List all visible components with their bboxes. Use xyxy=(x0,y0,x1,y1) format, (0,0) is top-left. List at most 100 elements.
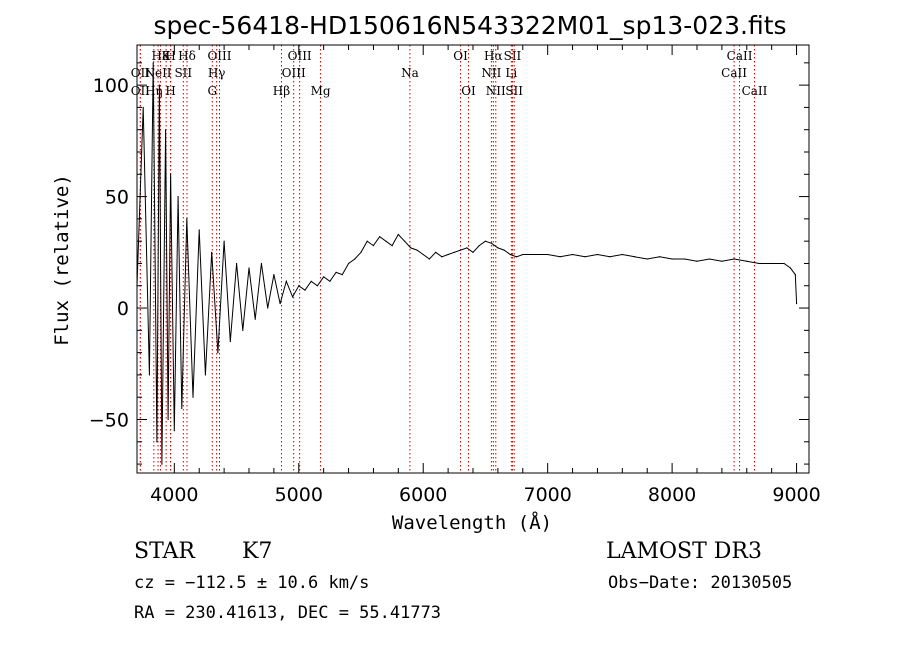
data-point xyxy=(235,262,238,265)
data-point xyxy=(260,262,263,265)
data-point xyxy=(609,256,611,258)
data-point xyxy=(515,256,518,258)
x-tick-label: 6000 xyxy=(399,484,447,506)
spectral-line-label: CaII xyxy=(742,84,768,98)
data-point xyxy=(584,256,586,258)
spectral-line-label: H8 xyxy=(151,49,169,63)
data-point xyxy=(397,233,399,236)
data-point xyxy=(410,247,412,249)
data-point xyxy=(223,240,225,242)
data-point xyxy=(198,229,200,231)
data-point xyxy=(646,258,648,260)
redshift-velocity: cz = −112.5 ± 10.6 km/s xyxy=(134,573,370,593)
data-point xyxy=(273,274,275,276)
data-point xyxy=(708,258,711,260)
data-point xyxy=(161,463,163,465)
data-point xyxy=(156,441,158,443)
y-tick-label: 0 xyxy=(117,298,129,320)
data-point xyxy=(559,256,561,258)
data-point xyxy=(192,396,194,398)
data-point xyxy=(181,407,183,409)
data-point xyxy=(696,260,698,262)
data-point xyxy=(497,247,499,249)
data-point xyxy=(142,106,144,109)
spectral-line-label: Hδ xyxy=(178,49,196,63)
data-point xyxy=(360,251,362,253)
data-point xyxy=(167,418,169,421)
data-point xyxy=(794,274,796,276)
spectral-line-label: SII xyxy=(174,66,192,80)
data-point xyxy=(783,262,785,265)
data-point xyxy=(204,374,207,376)
series-layer xyxy=(136,62,798,465)
data-point xyxy=(789,267,791,269)
data-point xyxy=(242,329,244,331)
series-line xyxy=(136,62,798,465)
chart-title: spec-56418-HD150616N543322M01_sp13-023.f… xyxy=(153,11,786,40)
data-point xyxy=(634,256,636,258)
spectral-line-label: OII xyxy=(131,84,151,98)
spectral-line-label: Na xyxy=(401,66,419,80)
data-point xyxy=(211,251,213,253)
y-tick-label: 50 xyxy=(105,187,129,209)
x-tick-label: 7000 xyxy=(523,484,571,506)
data-point xyxy=(285,280,287,282)
data-point xyxy=(721,260,723,262)
data-point xyxy=(503,249,505,251)
data-point xyxy=(347,262,350,265)
data-point xyxy=(571,253,574,256)
data-point xyxy=(323,276,325,278)
data-point xyxy=(291,296,294,298)
spectral-subclass: K7 xyxy=(242,539,273,564)
data-point xyxy=(441,256,443,258)
data-point xyxy=(304,289,306,291)
data-point xyxy=(165,129,167,131)
spectral-line-label: CaII xyxy=(721,66,747,80)
data-point xyxy=(329,280,331,282)
data-point xyxy=(403,240,406,242)
data-point xyxy=(379,236,381,238)
spectral-line-label: SII xyxy=(505,84,523,98)
data-point xyxy=(385,240,387,242)
x-tick-label: 4000 xyxy=(150,484,198,506)
spectral-line-label: OIII xyxy=(282,66,306,80)
spectral-line-label: OI xyxy=(461,84,476,98)
data-point xyxy=(453,251,455,253)
spectral-line-label: Hβ xyxy=(273,84,290,98)
data-point xyxy=(316,285,319,287)
data-point xyxy=(267,307,269,309)
coordinates: RA = 230.41613, DEC = 55.41773 xyxy=(134,603,442,623)
spectral-line-label: H xyxy=(165,84,175,98)
spectral-line-label: Li xyxy=(505,66,517,80)
data-point xyxy=(683,258,686,260)
spectral-line-label: OI xyxy=(453,49,468,63)
data-point xyxy=(254,318,256,320)
data-point xyxy=(335,271,337,273)
axis-ticks: 4000 5000 6000 7000 8000 9000 −50 0 50 100 xyxy=(89,45,821,506)
spectral-line-label: Mg xyxy=(311,84,331,98)
data-point xyxy=(217,352,219,354)
data-point xyxy=(478,245,480,247)
data-point xyxy=(372,245,375,247)
spectral-line-label: NeII xyxy=(144,66,171,80)
data-point xyxy=(534,253,536,256)
data-point xyxy=(771,262,773,265)
spectrum-chart: spec-56418-HD150616N543322M01_sp13-023.f… xyxy=(51,11,821,534)
data-point xyxy=(148,374,151,376)
data-point xyxy=(733,258,735,260)
spectral-line-label: NII xyxy=(486,84,506,98)
spectral-line-label: H xyxy=(165,49,175,63)
spectral-line-label: G xyxy=(207,84,217,98)
data-point xyxy=(173,430,175,432)
x-tick-label: 8000 xyxy=(648,484,696,506)
y-axis-label: Flux (relative) xyxy=(51,174,73,346)
data-point xyxy=(391,245,393,247)
y-tick-label: −50 xyxy=(89,410,129,432)
x-tick-label: 9000 xyxy=(772,484,820,506)
spectral-line-label: SII xyxy=(504,49,522,63)
data-point xyxy=(177,195,179,198)
spectral-line-label: CaII xyxy=(727,49,753,63)
data-point xyxy=(509,253,511,256)
spectral-line-label: NII xyxy=(481,66,501,80)
